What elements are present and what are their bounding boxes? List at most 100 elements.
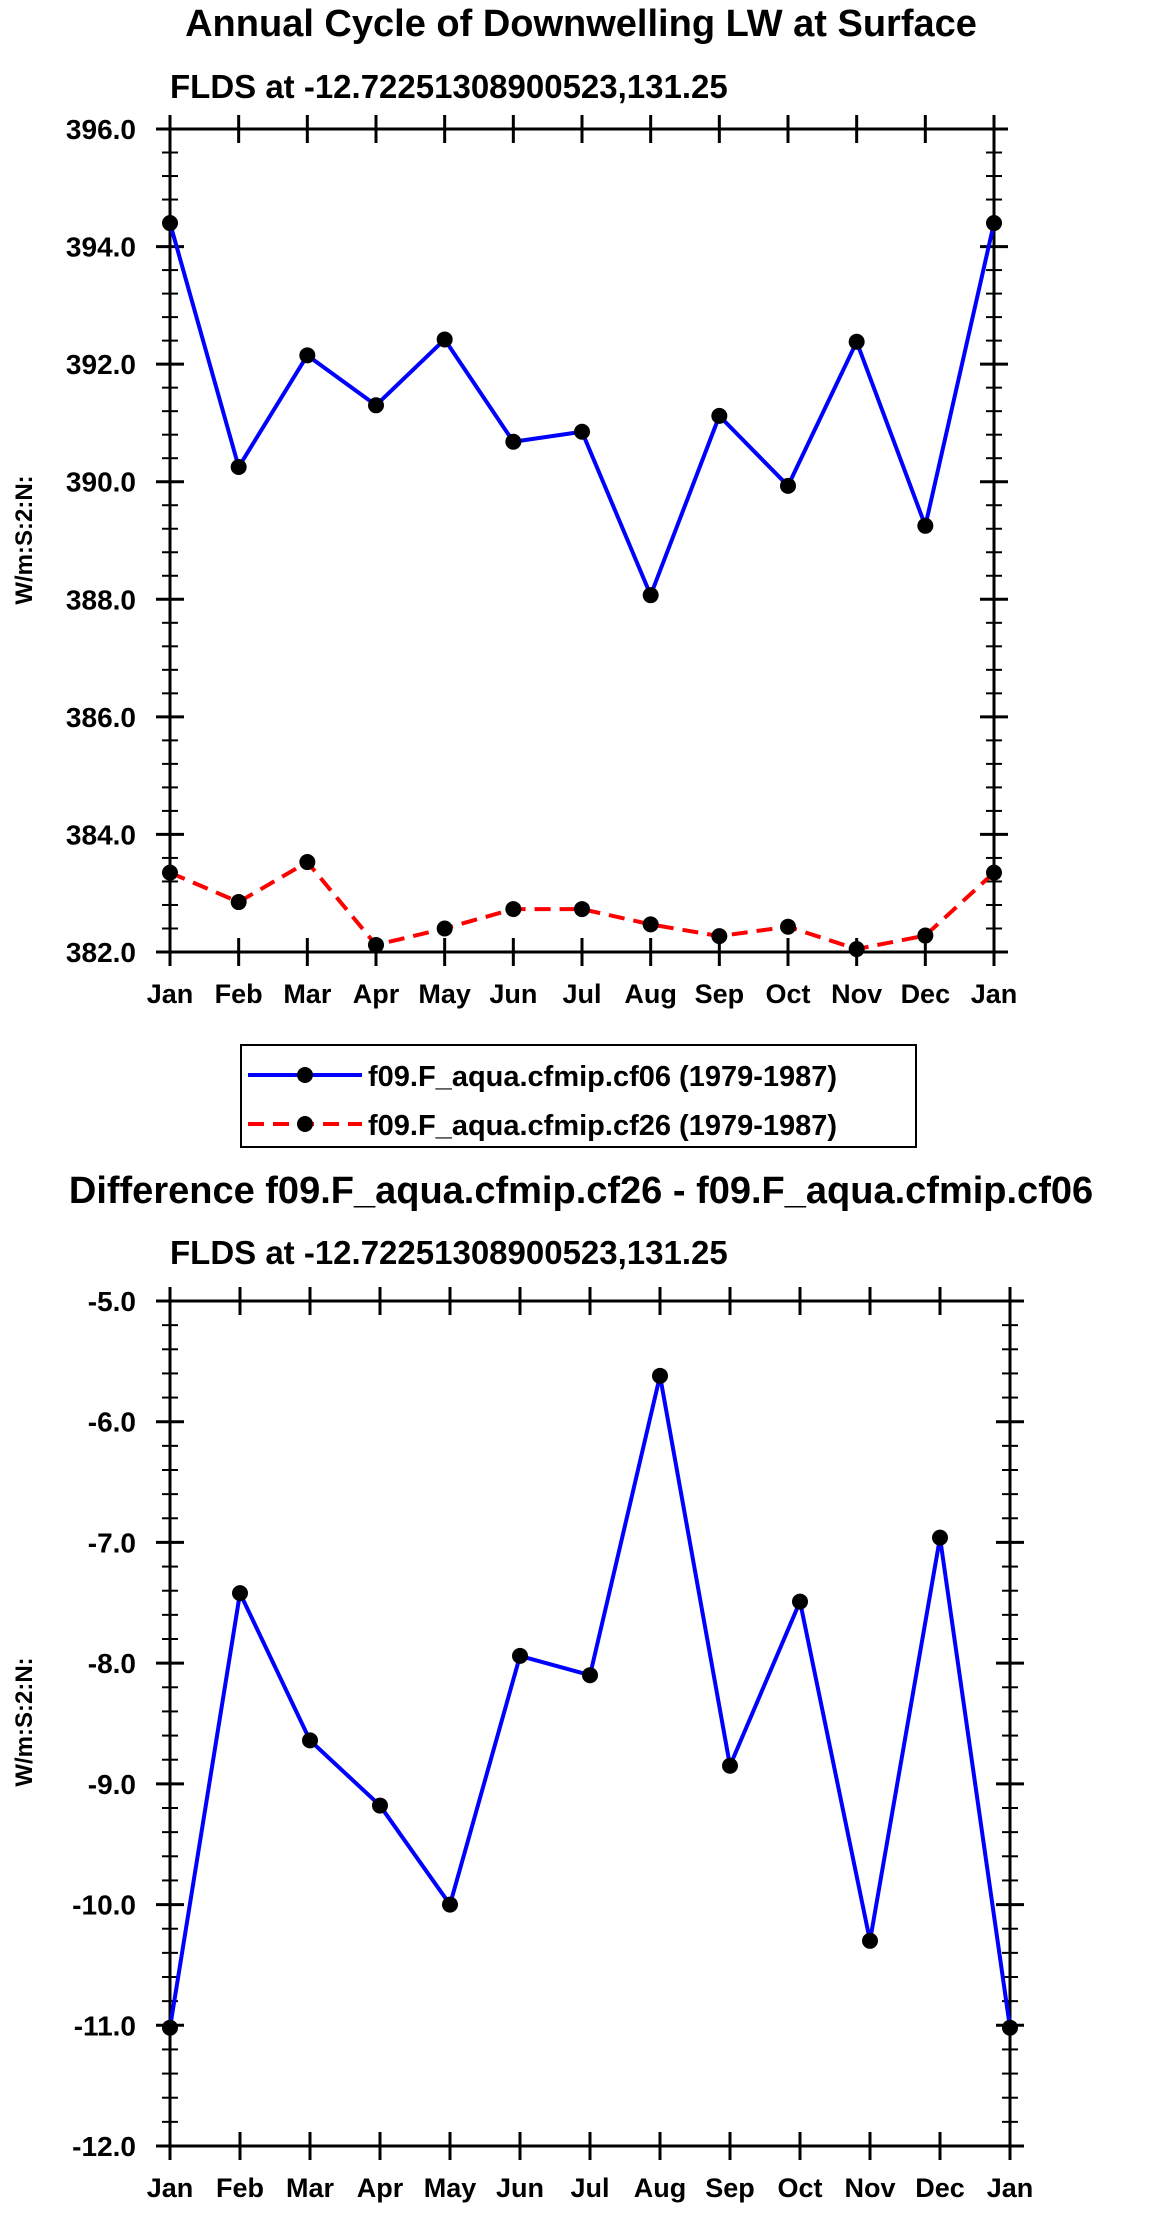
x-tick-label: Nov (831, 979, 882, 1009)
y-tick-label: -11.0 (74, 2010, 136, 2041)
legend-marker-cf06 (297, 1067, 313, 1083)
y-tick-label: 386.0 (66, 702, 136, 733)
chart1-title: Annual Cycle of Downwelling LW at Surfac… (185, 3, 977, 45)
series-0-point (505, 433, 522, 450)
chart2-subtitle: FLDS at -12.72251308900523,131.25 (170, 1234, 728, 1271)
y-tick-label: -8.0 (88, 1648, 136, 1679)
chart1-series (162, 215, 1002, 958)
x-tick-label: May (424, 2173, 477, 2203)
series-0-point (299, 347, 316, 364)
series-1-point (986, 864, 1002, 881)
series-0-point (372, 1797, 388, 1814)
legend-label-cf06: f09.F_aqua.cfmip.cf06 (1979-1987) (368, 1061, 837, 1093)
series-0-point (652, 1367, 668, 1384)
x-tick-label: Jul (562, 979, 601, 1009)
y-tick-label: 392.0 (66, 349, 136, 380)
series-1-point (230, 894, 247, 911)
chart1-y-axis-label: W/m:S:2:N: (11, 475, 38, 604)
chart1-plot-frame (168, 127, 996, 954)
series-0-point (512, 1647, 528, 1664)
x-tick-label: Mar (286, 2173, 335, 2203)
chart2-plot-frame (168, 1299, 1012, 2148)
series-0-point (848, 333, 865, 350)
chart2-y-axis-label: W/m:S:2:N: (11, 1657, 38, 1786)
y-tick-label: 390.0 (66, 467, 136, 498)
series-0-point (302, 1732, 318, 1749)
x-tick-label: Feb (216, 2173, 264, 2203)
chart1-legend: f09.F_aqua.cfmip.cf06 (1979-1987) f09.F_… (240, 1044, 917, 1148)
series-1-point (162, 864, 178, 881)
x-tick-label: Jan (147, 2173, 194, 2203)
series-1-point (848, 941, 865, 958)
x-tick-label: Jun (496, 2173, 544, 2203)
x-tick-label: May (418, 979, 471, 1009)
series-0-point (780, 477, 796, 494)
legend-label-cf26: f09.F_aqua.cfmip.cf26 (1979-1987) (368, 1110, 837, 1142)
chart-difference: Difference f09.F_aqua.cfmip.cf26 - f09.F… (11, 1170, 1093, 2203)
series-0-point (368, 397, 384, 414)
chart2-series (162, 1367, 1018, 2036)
series-1-point (505, 901, 522, 918)
series-0-point (232, 1585, 248, 1602)
y-tick-label: -7.0 (88, 1527, 136, 1558)
series-0-point (582, 1667, 598, 1684)
series-line-0 (168, 222, 996, 598)
x-tick-label: Apr (357, 2173, 404, 2203)
series-0-point (932, 1529, 948, 1546)
chart-annual-cycle: Annual Cycle of Downwelling LW at Surfac… (11, 3, 1017, 1009)
y-tick-label: -10.0 (72, 1890, 136, 1921)
chart2-title: Difference f09.F_aqua.cfmip.cf26 - f09.F… (69, 1170, 1093, 1212)
series-1-point (368, 936, 384, 953)
x-tick-label: Dec (901, 979, 951, 1009)
x-tick-label: Jun (489, 979, 537, 1009)
series-0-point (722, 1757, 738, 1774)
series-0-point (436, 331, 453, 348)
x-tick-label: Apr (353, 979, 400, 1009)
x-tick-label: Jan (147, 979, 194, 1009)
series-0-point (1002, 2019, 1018, 2036)
y-tick-label: 382.0 (66, 937, 136, 968)
series-1-point (299, 854, 316, 871)
series-0-point (986, 215, 1002, 232)
y-tick-label: 394.0 (66, 232, 136, 263)
x-tick-label: Aug (624, 979, 676, 1009)
x-tick-label: Aug (634, 2173, 686, 2203)
legend-marker-cf26 (297, 1116, 313, 1132)
chart1-subtitle: FLDS at -12.72251308900523,131.25 (170, 68, 728, 105)
series-1-point (780, 918, 796, 935)
series-0-point (862, 1932, 878, 1949)
x-tick-label: Jul (570, 2173, 609, 2203)
x-tick-label: Oct (765, 979, 810, 1009)
series-1-point (574, 901, 590, 918)
x-tick-label: Sep (695, 979, 745, 1009)
series-0-point (574, 423, 590, 440)
y-tick-label: -12.0 (72, 2131, 136, 2162)
x-tick-label: Oct (777, 2173, 822, 2203)
y-tick-label: 396.0 (66, 114, 136, 145)
series-0-point (162, 2019, 178, 2036)
chart1-y-ticks: 382.0 384.0 386.0 388.0 390.0 392.0 394.0 396.0 (66, 114, 1008, 968)
series-0-point (230, 459, 247, 476)
series-1-point (642, 916, 659, 933)
series-1-point (436, 920, 453, 937)
series-1-point (711, 928, 728, 945)
x-tick-label: Jan (987, 2173, 1034, 2203)
x-tick-label: Sep (705, 2173, 755, 2203)
series-0-point (642, 587, 659, 604)
y-tick-label: -6.0 (88, 1407, 136, 1438)
x-tick-label: Nov (844, 2173, 895, 2203)
series-0-point (792, 1593, 808, 1610)
x-tick-label: Jan (971, 979, 1018, 1009)
series-0-point (711, 407, 728, 424)
y-tick-label: -9.0 (88, 1769, 136, 1800)
x-tick-label: Dec (915, 2173, 965, 2203)
y-tick-label: 388.0 (66, 584, 136, 615)
x-tick-label: Mar (283, 979, 332, 1009)
y-tick-label: 384.0 (66, 819, 136, 850)
series-0-point (442, 1896, 458, 1913)
series-1-point (917, 927, 934, 944)
series-line-0 (168, 1373, 1012, 2029)
chart2-y-ticks: -12.0 -11.0 -10.0 -9.0 -8.0 -7.0 -6.0 -5.0 (72, 1286, 1024, 2162)
chart1-x-ticks: Jan Feb Mar Apr May Jun Jul Aug Sep Oct Nov Dec Jan (147, 115, 1018, 1009)
